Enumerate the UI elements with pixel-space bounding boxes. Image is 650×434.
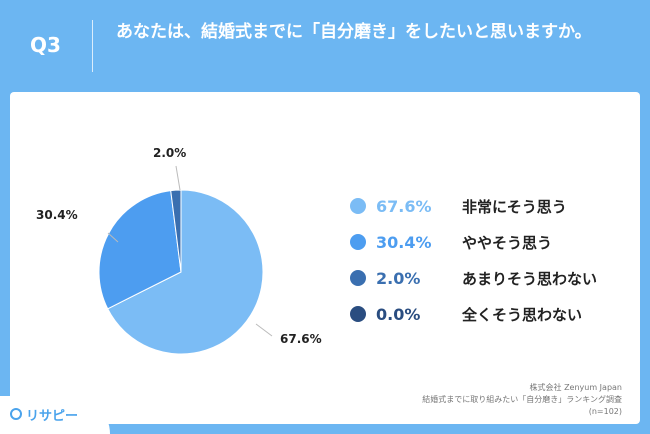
legend-dot-icon <box>350 198 366 214</box>
chart-legend: 67.6% 非常にそう思う 30.4% ややそう思う 2.0% あまりそう思わな… <box>350 194 610 338</box>
pie-chart: 67.6% 30.4% 2.0% <box>36 146 322 355</box>
slice-data-label: 67.6% <box>280 332 322 346</box>
legend-item: 0.0% 全くそう思わない <box>350 302 610 326</box>
legend-item: 30.4% ややそう思う <box>350 230 610 254</box>
chart-card: 67.6% 30.4% 2.0% 67.6% 非常にそう思う 30.4% ややそう思… <box>10 92 640 424</box>
pie-slice <box>107 189 264 355</box>
header-divider <box>92 20 93 72</box>
legend-item: 2.0% あまりそう思わない <box>350 266 610 290</box>
header: Q3 あなたは、結婚式までに「自分磨き」をしたいと思いますか。 <box>0 0 650 92</box>
legend-dot-icon <box>350 234 366 250</box>
slice-data-label: 30.4% <box>36 208 78 222</box>
question-number: Q3 <box>30 33 61 57</box>
legend-percent: 30.4% <box>376 232 432 252</box>
legend-label: 全くそう思わない <box>462 305 583 324</box>
legend-dot-icon <box>350 306 366 322</box>
legend-dot-icon <box>350 270 366 286</box>
legend-percent: 0.0% <box>376 304 421 324</box>
legend-label: 非常にそう思う <box>462 197 567 216</box>
leader-line <box>175 165 181 191</box>
question-title: あなたは、結婚式までに「自分磨き」をしたいと思いますか。 <box>116 22 592 42</box>
logo-text: リサピー <box>26 409 79 424</box>
credit-survey: 結婚式までに取り組みたい「自分磨き」ランキング調査 <box>422 395 622 404</box>
legend-label: ややそう思う <box>462 233 553 252</box>
legend-percent: 2.0% <box>376 268 421 288</box>
slice-data-label: 2.0% <box>153 146 186 160</box>
leader-line <box>255 323 273 337</box>
credit-company: 株式会社 Zenyum Japan <box>529 383 622 392</box>
brand-logo: リサピー <box>0 396 110 434</box>
legend-percent: 67.6% <box>376 196 432 216</box>
legend-item: 67.6% 非常にそう思う <box>350 194 610 218</box>
pie-slice <box>170 189 182 273</box>
credit-sample: (n=102) <box>588 407 622 416</box>
source-credits: 株式会社 Zenyum Japan 結婚式までに取り組みたい「自分磨き」ランキン… <box>422 382 622 418</box>
leader-line <box>107 232 119 243</box>
search-bubble-icon <box>10 408 22 420</box>
legend-label: あまりそう思わない <box>462 269 598 288</box>
